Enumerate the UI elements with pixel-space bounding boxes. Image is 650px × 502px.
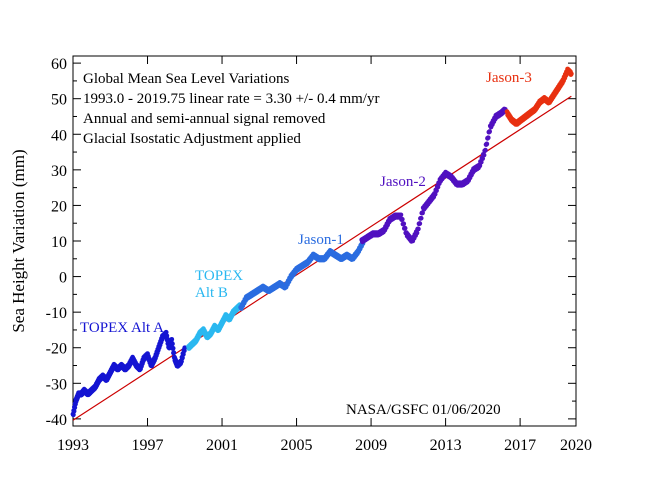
data-point	[72, 405, 78, 411]
y-tick-label-60: 60	[51, 56, 67, 73]
label-jason-3: Jason-3	[486, 70, 532, 86]
data-point	[399, 216, 405, 222]
label-topex-alt-a: TOPEX Alt A	[80, 320, 164, 336]
data-point	[401, 221, 407, 227]
data-point	[568, 71, 574, 77]
mission-labels: TOPEX Alt A TOPEX Alt B Jason-1 Jason-2 …	[80, 70, 532, 336]
y-tick-label--10: -10	[46, 305, 67, 322]
label-jason-2: Jason-2	[380, 174, 426, 190]
x-tick-label-1993: 1993	[57, 437, 89, 454]
data-point	[418, 215, 424, 221]
data-point	[484, 141, 490, 147]
x-tick-label-2020: 2020	[560, 437, 592, 454]
y-tick-label-40: 40	[51, 127, 67, 144]
data-point	[171, 350, 177, 356]
data-point	[414, 230, 420, 236]
data-point	[71, 408, 77, 414]
data-point	[164, 333, 170, 339]
data-point	[402, 225, 408, 231]
data-point	[417, 221, 423, 226]
y-tick-label-20: 20	[51, 198, 67, 215]
data-point	[483, 147, 488, 153]
y-tick-label-30: 30	[51, 163, 67, 180]
data-point	[487, 129, 493, 134]
data-point	[398, 212, 404, 218]
chart-title: Global Mean Sea Level Variations	[83, 71, 289, 87]
x-tick-label-1997: 1997	[132, 437, 164, 454]
x-tick-label-2017: 2017	[504, 437, 536, 454]
credit-text: NASA/GSFC 01/06/2020	[346, 402, 501, 418]
x-tick-label-2005: 2005	[281, 437, 313, 454]
data-point	[169, 336, 175, 342]
y-tick-label--30: -30	[46, 376, 67, 393]
label-topex: TOPEX	[195, 268, 243, 284]
data-points	[70, 66, 574, 418]
label-alt-b: Alt B	[195, 285, 228, 301]
data-point	[485, 135, 491, 141]
axes: 1993 1997 2001 2005 2009 2013 2017 2020 -40 -30 -2…	[46, 56, 592, 454]
annotation-gia: Glacial Isostatic Adjustment applied	[83, 131, 301, 147]
series-topex-alt-b	[186, 302, 244, 351]
y-tick-label-50: 50	[51, 92, 67, 109]
x-tick-label-2009: 2009	[355, 437, 387, 454]
annotation-rate: 1993.0 - 2019.75 linear rate = 3.30 +/- …	[83, 91, 379, 107]
y-axis-label: Sea Height Variation (mm)	[9, 149, 28, 332]
series-jason-3	[504, 66, 574, 127]
data-point	[182, 345, 188, 351]
data-point	[70, 412, 76, 418]
data-point	[415, 226, 421, 232]
series-jason-1	[238, 238, 367, 311]
data-point	[481, 152, 487, 158]
annotation-signal: Annual and semi-annual signal removed	[83, 111, 326, 127]
label-jason-1: Jason-1	[298, 232, 344, 248]
y-tick-label-0: 0	[59, 270, 67, 287]
series-topex-alt-a	[70, 329, 188, 418]
x-tick-label-2001: 2001	[206, 437, 238, 454]
data-point	[170, 345, 176, 351]
y-tick-label--40: -40	[46, 412, 67, 429]
chart-annotations: Global Mean Sea Level Variations 1993.0 …	[83, 71, 379, 147]
y-tick-label-10: 10	[51, 234, 67, 251]
y-tick-label--20: -20	[46, 341, 67, 358]
data-point	[163, 329, 169, 335]
x-tick-label-2013: 2013	[430, 437, 462, 454]
data-point	[170, 341, 175, 347]
